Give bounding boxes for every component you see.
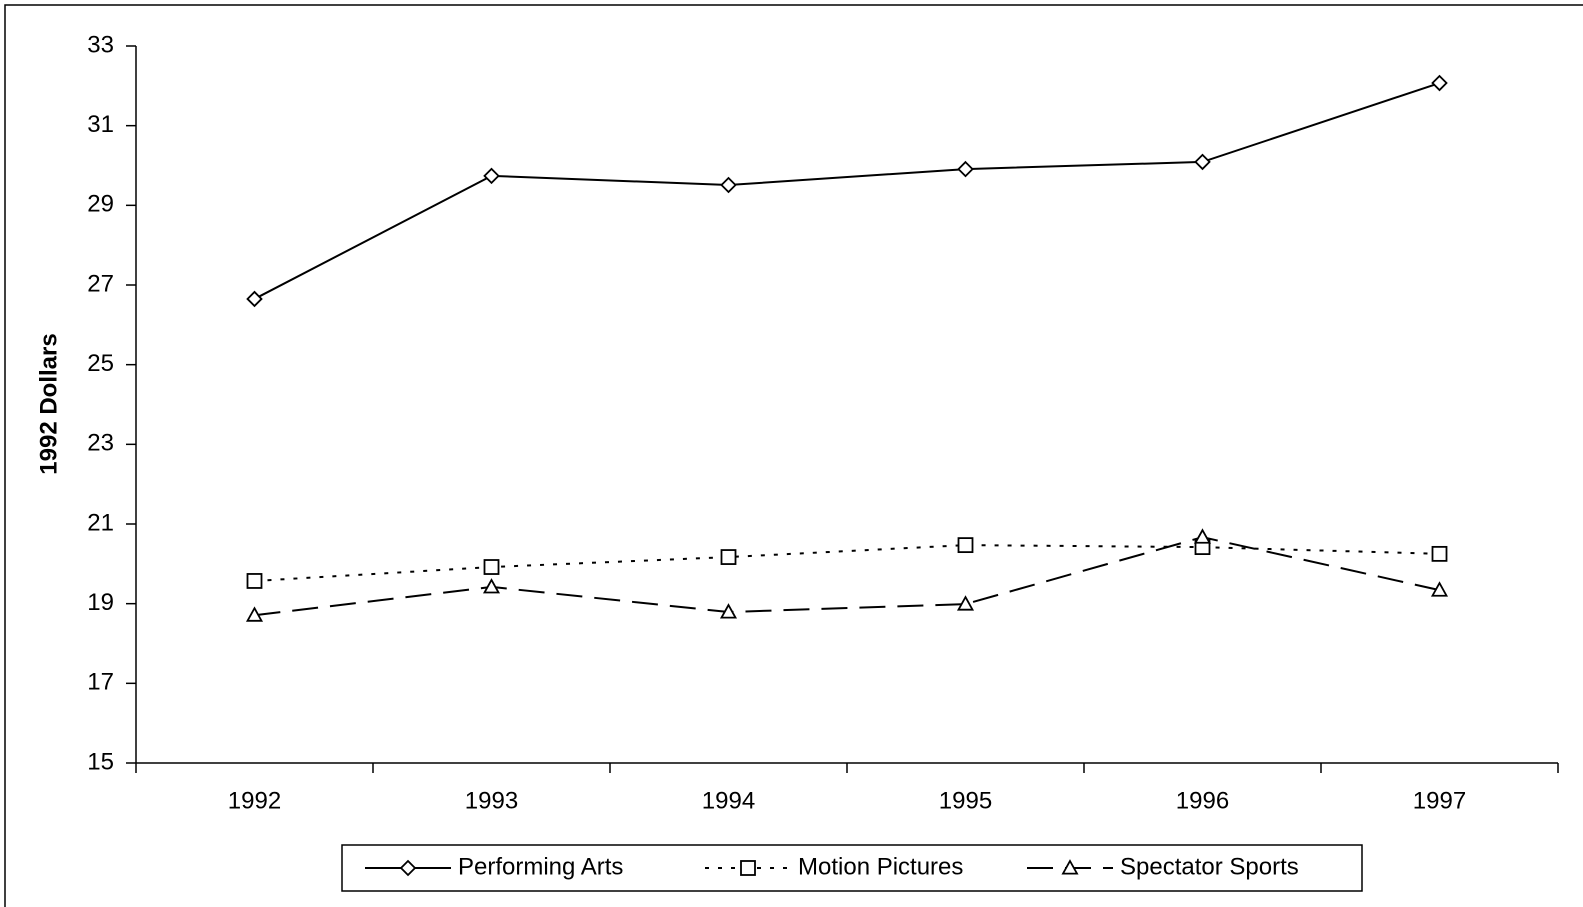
marker bbox=[1194, 153, 1211, 171]
x-tick-label: 1994 bbox=[702, 787, 755, 814]
legend-label: Spectator Sports bbox=[1120, 853, 1299, 880]
marker bbox=[483, 167, 500, 185]
marker bbox=[740, 860, 756, 876]
marker bbox=[720, 176, 737, 194]
y-tick-label: 31 bbox=[87, 111, 114, 138]
x-tick-label: 1992 bbox=[228, 787, 281, 814]
legend-label: Performing Arts bbox=[458, 853, 623, 880]
y-tick-label: 33 bbox=[87, 31, 114, 58]
marker bbox=[720, 549, 737, 565]
marker bbox=[246, 573, 263, 589]
y-tick-label: 25 bbox=[87, 350, 114, 377]
marker bbox=[957, 537, 974, 554]
y-tick-label: 15 bbox=[87, 748, 114, 775]
series-line bbox=[254, 536, 1440, 617]
y-axis-label: 1992 Dollars bbox=[35, 333, 62, 474]
marker bbox=[1193, 528, 1212, 544]
marker bbox=[246, 290, 263, 308]
series-line bbox=[254, 82, 1440, 300]
y-tick-label: 21 bbox=[87, 509, 114, 536]
marker bbox=[1431, 545, 1448, 562]
series-line bbox=[254, 544, 1440, 582]
x-tick-label: 1996 bbox=[1176, 787, 1229, 814]
marker bbox=[1430, 581, 1449, 597]
marker bbox=[1431, 74, 1448, 92]
legend bbox=[341, 844, 1363, 892]
x-tick-label: 1993 bbox=[465, 787, 518, 814]
marker bbox=[245, 606, 264, 622]
marker bbox=[399, 859, 417, 877]
x-tick-label: 1997 bbox=[1413, 787, 1466, 814]
marker bbox=[956, 595, 975, 611]
marker bbox=[483, 559, 500, 575]
y-tick-label: 29 bbox=[87, 191, 114, 218]
marker bbox=[482, 578, 501, 594]
marker bbox=[1061, 859, 1079, 875]
marker bbox=[957, 160, 974, 178]
y-tick-label: 19 bbox=[87, 589, 114, 616]
x-tick-label: 1995 bbox=[939, 787, 992, 814]
marker bbox=[719, 603, 738, 619]
legend-label: Motion Pictures bbox=[798, 853, 963, 880]
chart-frame bbox=[4, 4, 1583, 907]
y-tick-label: 27 bbox=[87, 270, 114, 297]
y-tick-label: 23 bbox=[87, 430, 114, 457]
y-tick-label: 17 bbox=[87, 669, 114, 696]
